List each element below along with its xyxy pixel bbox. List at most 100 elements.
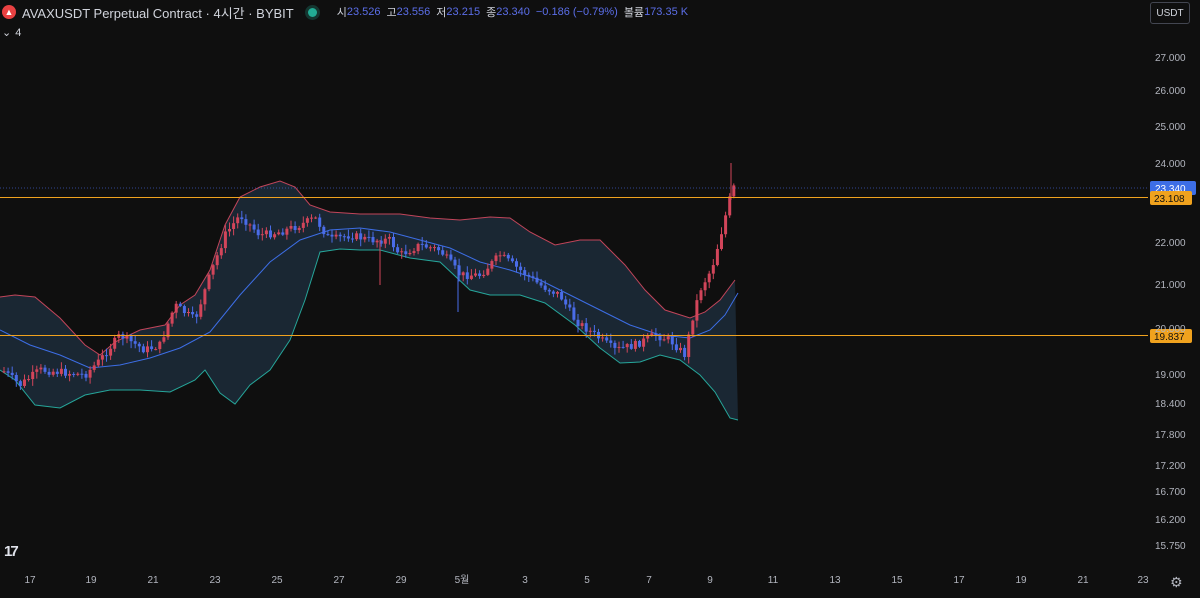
candle-body	[260, 234, 264, 236]
candle-body	[248, 224, 252, 226]
candle-body	[633, 340, 637, 349]
candle-body	[609, 340, 613, 343]
price-tick: 21.000	[1155, 280, 1186, 291]
time-tick: 29	[395, 575, 407, 586]
candle-body	[392, 236, 395, 248]
candle-body	[322, 226, 326, 235]
time-tick: 19	[85, 575, 97, 586]
candle-body	[215, 255, 219, 266]
lower-band-line	[0, 248, 739, 421]
candle-body	[732, 185, 736, 197]
close-label: 종	[486, 7, 497, 19]
candle-body	[654, 333, 658, 336]
candle-body	[703, 282, 707, 291]
chevron-down-icon: ⌄	[2, 27, 12, 39]
candle-body	[527, 274, 531, 277]
candle-body	[646, 335, 650, 339]
candle-body	[465, 272, 469, 279]
candle-body	[592, 330, 596, 332]
candle-body	[666, 336, 670, 340]
currency-button[interactable]: USDT	[1150, 2, 1190, 24]
candle-body	[523, 270, 527, 275]
bollinger-band-fill	[0, 181, 738, 420]
candle-body	[453, 259, 457, 266]
candle-body	[109, 348, 113, 356]
candle-body	[305, 218, 309, 223]
candle-body	[576, 319, 580, 326]
candle-body	[539, 282, 543, 286]
candle-body	[658, 335, 662, 341]
avax-symbol-icon[interactable]: ▲	[2, 5, 16, 19]
candle-body	[728, 196, 732, 216]
candle-body	[629, 344, 633, 349]
candle-body	[412, 251, 416, 253]
candle-body	[228, 228, 231, 232]
candle-body	[146, 346, 149, 353]
price-tick: 16.700	[1155, 487, 1186, 498]
candle-body	[711, 265, 715, 274]
candle-body	[543, 285, 547, 290]
candle-body	[76, 373, 80, 375]
candle-body	[408, 252, 412, 255]
candle-body	[2, 371, 6, 373]
close-value: 23.340	[496, 6, 530, 18]
candle-body	[437, 247, 441, 251]
candle-body	[88, 369, 92, 378]
candle-body	[568, 304, 572, 308]
upper-level-text: 23.108	[1154, 194, 1185, 205]
candle-body	[506, 254, 510, 259]
candle-body	[428, 247, 432, 249]
candle-body	[670, 336, 674, 345]
candle-body	[141, 346, 145, 353]
price-tick: 27.000	[1155, 53, 1186, 64]
high-value: 23.556	[396, 6, 431, 18]
candle-body	[10, 372, 14, 375]
candle-body	[679, 347, 682, 351]
candle-body	[51, 371, 55, 375]
candle-body	[613, 342, 617, 348]
gear-icon[interactable]: ⚙	[1170, 574, 1183, 590]
candle-body	[707, 273, 711, 283]
candle-body	[326, 234, 330, 236]
symbol-title[interactable]: AVAXUSDT Perpetual Contract · 4시간 · BYBI…	[22, 5, 294, 21]
chart-legend: ▲ AVAXUSDT Perpetual Contract · 4시간 · BY…	[0, 0, 688, 24]
candle-body	[113, 337, 117, 349]
indicators-toggle[interactable]: ⌄ 4	[2, 26, 21, 40]
current-price-text: 23.340	[1155, 184, 1186, 195]
candle-body	[547, 289, 551, 292]
candle-body	[203, 289, 207, 305]
open-value: 23.526	[346, 6, 381, 18]
time-tick: 23	[209, 575, 221, 586]
tradingview-logo-icon[interactable]: 17	[4, 543, 19, 560]
candle-body	[27, 379, 31, 381]
candle-body	[252, 224, 256, 230]
candle-body	[133, 341, 137, 344]
candle-body	[162, 337, 166, 342]
open-label: 시	[336, 7, 347, 19]
candle-body	[404, 251, 408, 255]
candle-body	[117, 334, 121, 338]
candle-body	[281, 232, 285, 235]
candle-body	[64, 368, 67, 376]
candle-body	[535, 277, 539, 283]
change-value: −0.186 (−0.79%)	[535, 6, 618, 18]
candle-body	[564, 299, 568, 305]
price-tick: 16.200	[1155, 515, 1186, 526]
time-tick: 27	[333, 575, 345, 586]
candle-body	[560, 292, 564, 300]
time-tick: 3	[522, 575, 528, 586]
candle-body	[691, 320, 695, 335]
candle-body	[556, 292, 559, 294]
time-tick: 19	[1015, 575, 1027, 586]
candle-body	[584, 323, 588, 332]
candle-body	[650, 333, 654, 336]
price-tick: 20.000	[1155, 324, 1186, 335]
candle-body	[674, 344, 678, 351]
candle-body	[269, 230, 272, 238]
candle-body	[699, 290, 703, 301]
price-tick: 18.400	[1155, 399, 1186, 410]
candle-body	[182, 306, 186, 314]
candle-body	[293, 226, 297, 230]
candle-body	[515, 261, 518, 267]
